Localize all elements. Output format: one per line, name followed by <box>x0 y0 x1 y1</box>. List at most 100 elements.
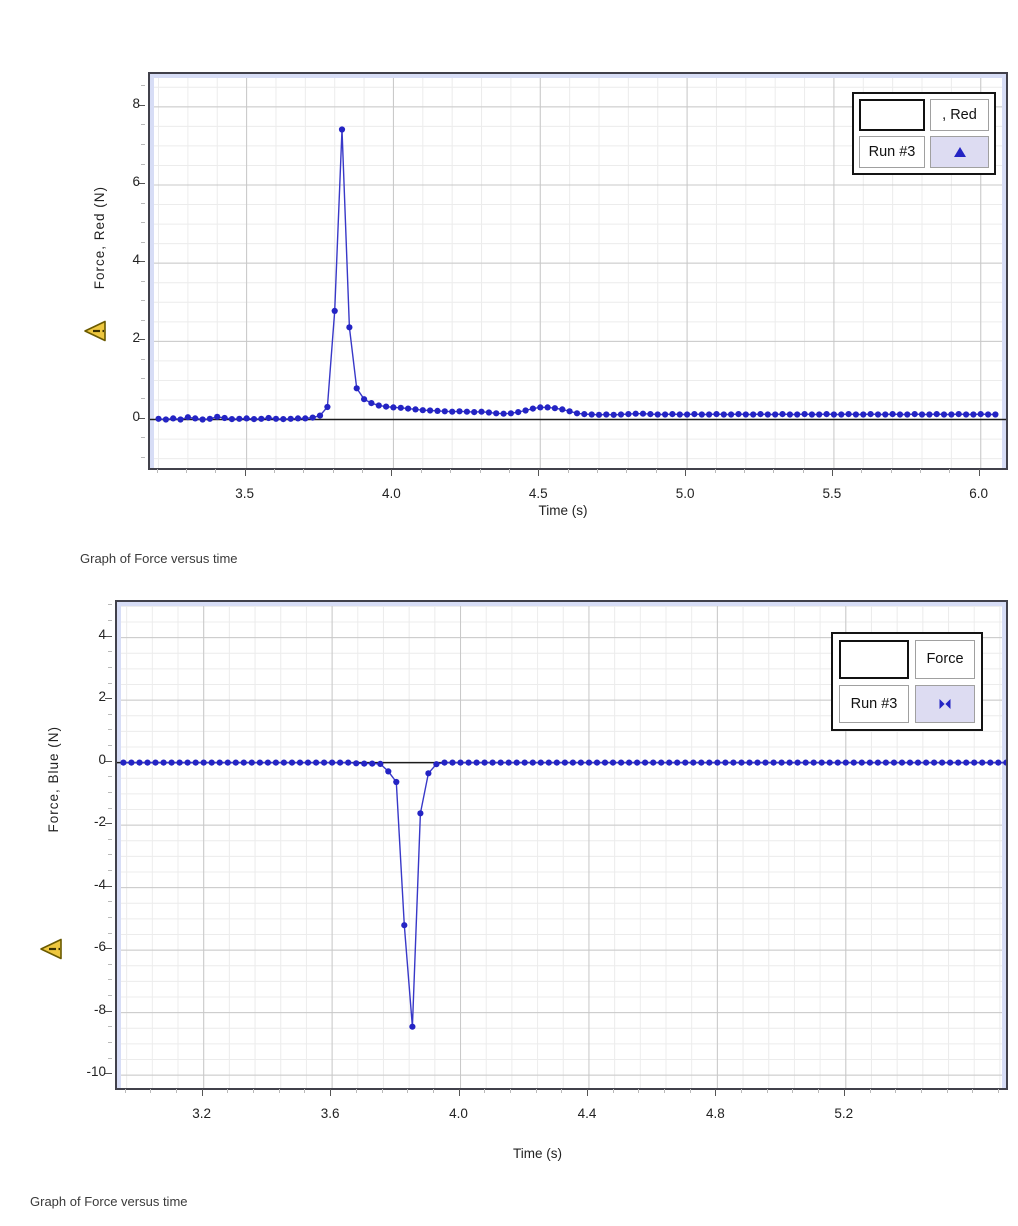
force-red-series[interactable] <box>150 74 1006 468</box>
x-minor-tick-mark <box>861 469 863 473</box>
x-axis-title-time: Time (s) <box>538 503 588 518</box>
x-minor-tick-mark <box>355 1089 357 1093</box>
x-minor-tick-mark <box>124 1089 126 1093</box>
force-blue-series[interactable] <box>117 602 1006 1088</box>
y-minor-tick-mark <box>108 776 112 778</box>
y-minor-tick-mark <box>141 300 145 302</box>
y-tick-label: -8 <box>93 1001 106 1017</box>
x-minor-tick-mark <box>664 1089 665 1093</box>
x-minor-tick-mark <box>362 469 364 473</box>
x-axis-title-time: Time (s) <box>513 1146 562 1161</box>
x-tick-mark <box>843 1089 845 1096</box>
y-minor-tick-mark <box>141 202 145 204</box>
y-minor-tick-mark <box>108 666 112 668</box>
y-tick-mark <box>138 339 145 341</box>
x-minor-tick-mark <box>946 1089 948 1093</box>
y-tick-mark <box>105 1073 112 1075</box>
y-minor-tick-mark <box>108 1041 112 1043</box>
x-minor-tick-mark <box>304 1089 306 1093</box>
x-tick-mark <box>978 469 980 476</box>
legend-series-label[interactable]: , Red <box>930 99 989 131</box>
x-tick-label: 4.0 <box>449 1106 468 1121</box>
x-tick-label: 4.5 <box>528 486 548 501</box>
y-minor-tick-mark <box>108 854 112 856</box>
x-minor-tick-mark <box>890 469 892 473</box>
y-tick-mark <box>138 261 145 263</box>
y-minor-tick-mark <box>141 222 145 224</box>
y-tick-label: -6 <box>93 939 106 955</box>
y-tick-label: 0 <box>132 408 140 424</box>
x-minor-tick-mark <box>156 469 158 473</box>
y-tick-mark <box>105 948 112 950</box>
legend-run-label[interactable]: Run #3 <box>839 684 909 723</box>
y-tick-mark <box>138 104 145 106</box>
legend-force-red: , Red Run #3 <box>852 92 996 175</box>
triangle-up-marker-icon[interactable] <box>930 136 989 168</box>
x-minor-tick-mark <box>303 469 305 473</box>
legend-force-blue: Force Run #3 <box>831 632 983 731</box>
y-minor-tick-mark <box>141 437 145 439</box>
caption-bottom: Graph of Force versus time <box>30 1194 188 1209</box>
x-minor-tick-mark <box>227 1089 229 1093</box>
x-tick-mark <box>715 1089 717 1096</box>
x-minor-tick-mark <box>407 1089 409 1093</box>
y-tick-mark <box>105 1010 112 1012</box>
y-tick-label: 2 <box>98 689 106 705</box>
y-minor-tick-mark <box>141 124 145 126</box>
y-tick-label: 8 <box>132 95 140 111</box>
y-minor-tick-mark <box>141 378 145 380</box>
x-minor-tick-mark <box>420 469 422 473</box>
x-tick-label: 5.2 <box>834 1106 854 1121</box>
y-minor-tick-mark <box>108 682 112 684</box>
y-tick-mark <box>105 635 112 637</box>
y-minor-tick-mark <box>108 791 112 793</box>
legend-run-label[interactable]: Run #3 <box>859 136 925 168</box>
x-minor-tick-mark <box>176 1089 177 1093</box>
x-minor-tick-mark <box>535 1089 537 1093</box>
x-minor-tick-mark <box>972 1089 974 1093</box>
legend-color-swatch[interactable] <box>839 640 909 679</box>
y-minor-tick-mark <box>108 870 112 871</box>
x-minor-tick-mark <box>597 469 598 473</box>
y-minor-tick-mark <box>108 651 112 653</box>
y-minor-tick-mark <box>108 604 112 606</box>
y-minor-tick-mark <box>141 319 145 321</box>
legend-color-swatch[interactable] <box>859 99 925 131</box>
warning-triangle-icon[interactable] <box>82 318 108 344</box>
x-tick-label: 3.5 <box>235 486 254 501</box>
bowtie-marker-icon[interactable] <box>915 684 975 723</box>
x-tick-label: 4.4 <box>577 1106 597 1121</box>
x-minor-tick-mark <box>997 1089 999 1093</box>
x-tick-mark <box>330 1089 332 1096</box>
x-minor-tick-mark <box>714 469 716 473</box>
x-tick-label: 4.8 <box>706 1106 725 1121</box>
y-tick-mark <box>138 417 145 419</box>
y-tick-mark <box>138 183 145 184</box>
x-tick-label: 3.6 <box>320 1106 340 1121</box>
x-minor-tick-mark <box>612 1089 614 1093</box>
y-minor-tick-mark <box>141 280 145 282</box>
x-minor-tick-mark <box>150 1089 152 1093</box>
x-tick-label: 5.0 <box>675 486 695 501</box>
x-minor-tick-mark <box>332 469 334 473</box>
y-tick-label: -4 <box>93 876 106 892</box>
y-tick-label: 6 <box>132 174 140 189</box>
y-minor-tick-mark <box>108 807 112 809</box>
legend-series-label[interactable]: Force <box>915 640 975 679</box>
x-tick-label: 5.5 <box>822 486 842 501</box>
y-minor-tick-mark <box>108 963 112 965</box>
y-minor-tick-mark <box>108 713 112 715</box>
x-minor-tick-mark <box>274 469 275 473</box>
y-minor-tick-mark <box>108 1026 112 1028</box>
y-tick-label: 4 <box>132 252 140 268</box>
x-minor-tick-mark <box>509 1089 511 1093</box>
caption-top: Graph of Force versus time <box>80 551 238 566</box>
warning-triangle-icon[interactable] <box>38 936 64 962</box>
y-minor-tick-mark <box>108 932 112 934</box>
y-minor-tick-mark <box>108 838 112 840</box>
x-minor-tick-mark <box>253 1089 255 1093</box>
y-minor-tick-mark <box>108 901 112 903</box>
x-tick-mark <box>685 469 687 476</box>
x-tick-label: 6.0 <box>969 486 989 501</box>
x-tick-mark <box>538 469 540 476</box>
